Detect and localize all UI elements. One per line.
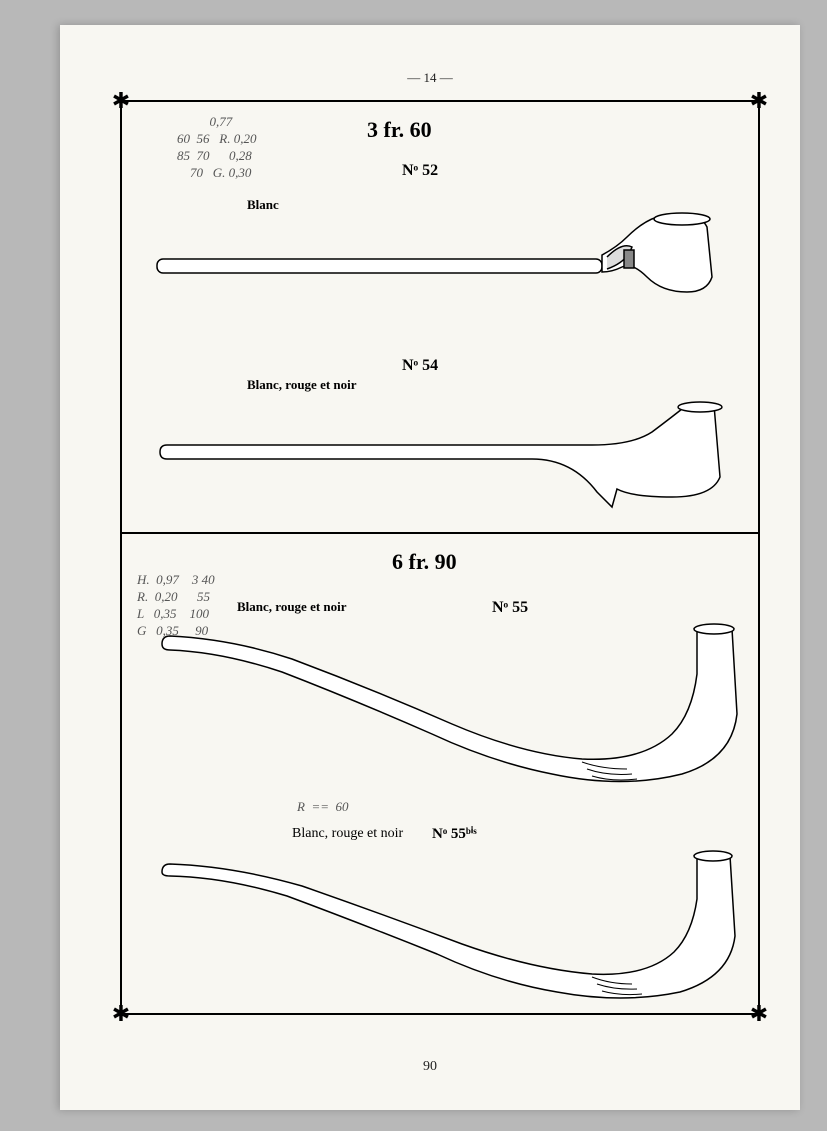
item-number: Nᵒ 54 [402, 357, 438, 375]
handwritten-annotations: 0,77 60 56 R. 0,20 85 70 0,28 70 G. 0,30 [177, 114, 256, 182]
pipe-illustration-55 [152, 614, 742, 784]
pipe-illustration-54 [152, 397, 732, 527]
handwritten-annotations: R == 60 [297, 799, 349, 816]
color-label: Blanc, rouge et noir [237, 599, 347, 615]
catalog-frame: ✱ ✱ ✱ ✱ 3 fr. 60 0,77 60 56 R. 0,20 85 7… [120, 100, 760, 1015]
catalog-page-number: — 14 — [60, 25, 800, 86]
price-label: 6 fr. 90 [392, 549, 457, 575]
book-page-number: 90 [60, 1059, 800, 1075]
pipe-illustration-55bis [152, 844, 742, 1004]
item-number: Nᵒ 52 [402, 162, 438, 180]
pipe-illustration-52 [152, 207, 732, 307]
color-label: Blanc, rouge et noir [292, 826, 403, 842]
color-label: Blanc, rouge et noir [247, 377, 357, 393]
price-section-top: 3 fr. 60 0,77 60 56 R. 0,20 85 70 0,28 7… [122, 102, 758, 532]
item-number: Nᵒ 55ᵇⁱˢ [432, 824, 477, 843]
book-page: — 14 — ✱ ✱ ✱ ✱ 3 fr. 60 0,77 60 56 R. 0,… [60, 25, 800, 1110]
price-section-bottom: 6 fr. 90 H. 0,97 3 40 R. 0,20 55 L 0,35 … [122, 532, 758, 1017]
price-label: 3 fr. 60 [367, 117, 432, 143]
